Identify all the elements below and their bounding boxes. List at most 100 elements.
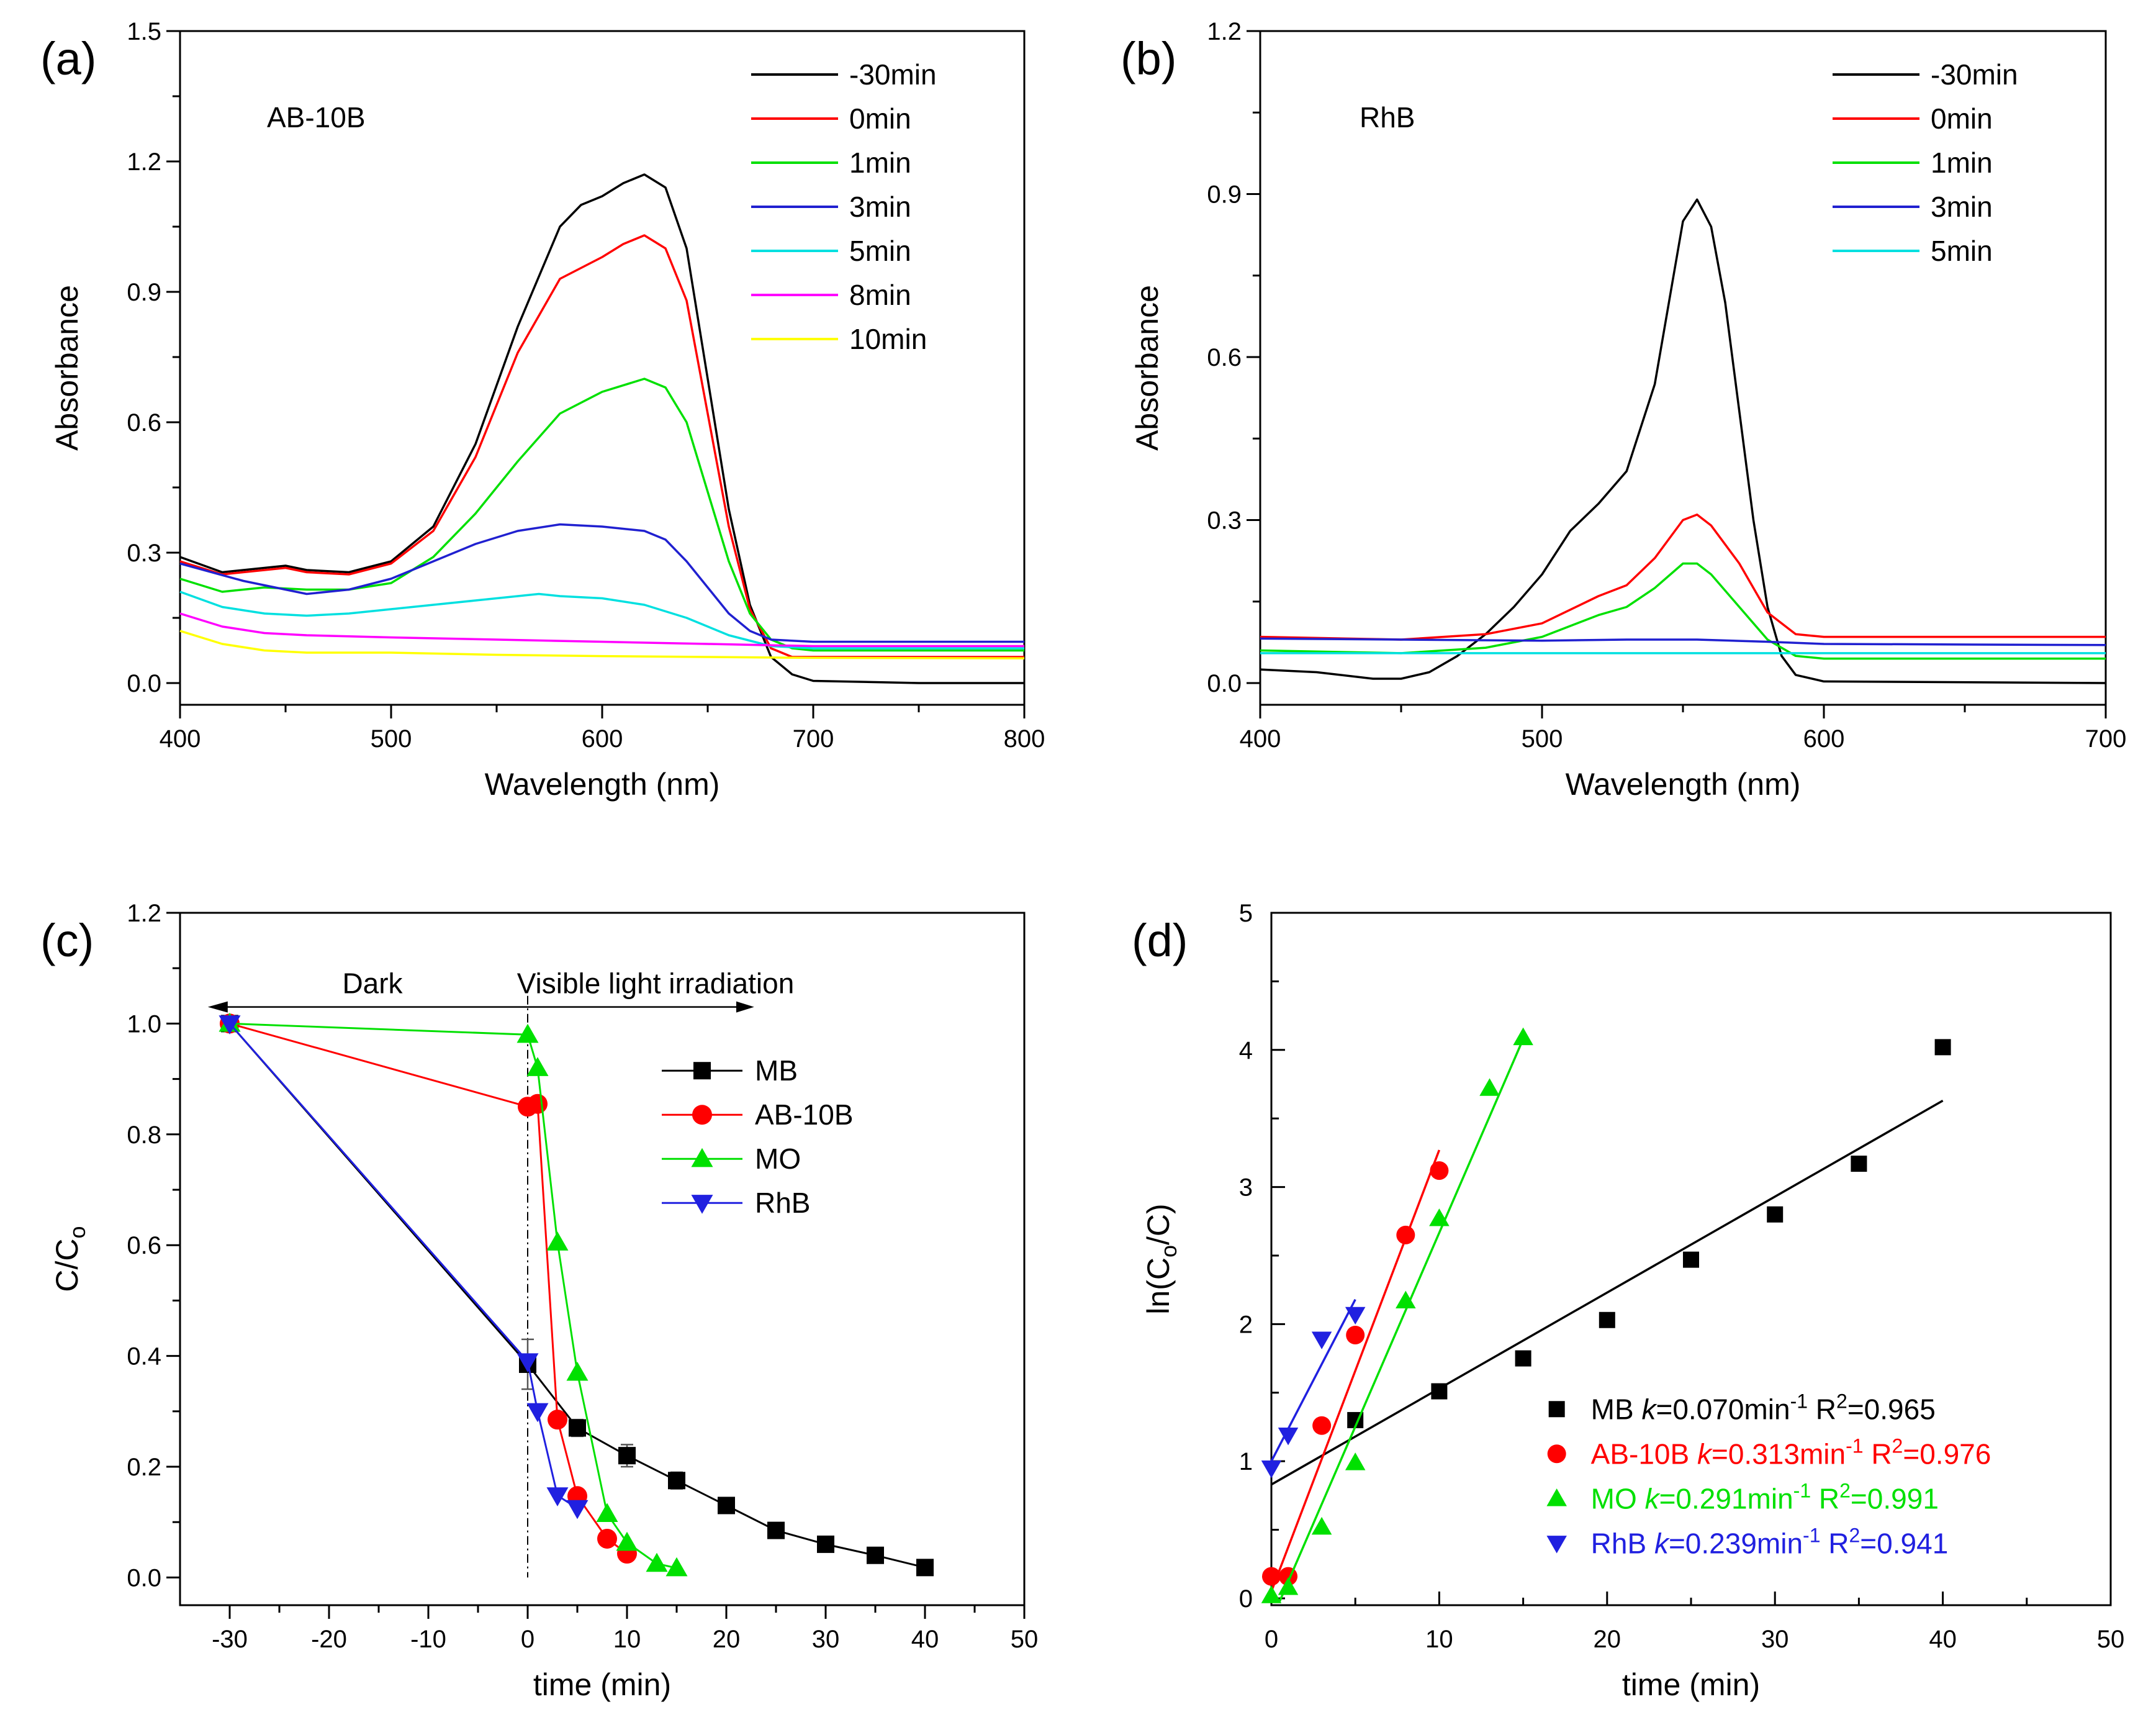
- data-point: [548, 1410, 567, 1430]
- sample-label: AB-10B: [267, 101, 366, 134]
- x-tick-label: -20: [311, 1626, 347, 1653]
- data-point: [1851, 1156, 1867, 1172]
- data-point: [546, 1231, 569, 1251]
- data-point: [767, 1521, 785, 1539]
- legend-label: -30min: [849, 58, 937, 91]
- data-point: [916, 1559, 934, 1577]
- legend-label: 5min: [1931, 235, 1993, 267]
- legend-label: 1min: [1931, 147, 1993, 179]
- y-tick-label: 5: [1239, 900, 1253, 927]
- x-axis-label: time (min): [1622, 1667, 1760, 1702]
- data-point: [1261, 1585, 1282, 1603]
- y-tick-label: 0.2: [127, 1454, 161, 1481]
- data-point: [616, 1531, 638, 1551]
- series-RhB: [219, 1015, 589, 1519]
- y-tick-label: 0.4: [127, 1343, 161, 1370]
- y-tick-label: 0.3: [127, 540, 161, 567]
- x-tick-label: 600: [1803, 725, 1845, 753]
- fit-line: [1271, 1099, 1944, 1486]
- data-point: [1934, 1039, 1951, 1056]
- data-point: [566, 1500, 589, 1519]
- x-tick-label: 400: [160, 725, 201, 753]
- x-tick-label: 40: [911, 1626, 939, 1653]
- legend-label: 5min: [849, 235, 911, 267]
- series-d: MB k=0.070min-1 R2=0.965 AB-10B k=0.313mi…: [1261, 1027, 1991, 1603]
- data-point: [618, 1447, 636, 1465]
- x-tick-label: 20: [1594, 1626, 1622, 1653]
- series-c: Dark Visible light irradiation MB AB-10B MO R…: [207, 967, 934, 1578]
- x-tick-label: 700: [2085, 725, 2127, 753]
- data-point: [1396, 1290, 1416, 1309]
- data-point: [1599, 1311, 1615, 1328]
- plot-frame-b: 400 500 600 700 0.0 0.3 0.6 0.9 1.2 Wavelength (n…: [1121, 18, 2126, 802]
- legend-label: 3min: [849, 191, 911, 223]
- y-tick-label: 1.0: [127, 1010, 161, 1038]
- y-tick-label: 1.2: [1207, 18, 1242, 45]
- legend-marker: [1546, 1536, 1567, 1554]
- x-tick-label: 50: [2097, 1626, 2125, 1653]
- legend-label: MO k=0.291min-1 R2=0.991: [1591, 1479, 1939, 1515]
- arrow-head-right: [736, 1001, 754, 1013]
- data-point: [1311, 1331, 1332, 1349]
- x-tick-label: 700: [793, 725, 834, 753]
- legend-label: AB-10B: [755, 1098, 854, 1131]
- x-tick-label: 30: [812, 1626, 840, 1653]
- series-line: [228, 1023, 578, 1510]
- annotation-light: Visible light irradiation: [517, 967, 795, 1000]
- x-axis-label: Wavelength (nm): [1566, 767, 1801, 802]
- y-tick-label: 3: [1239, 1174, 1253, 1202]
- plot-border: [179, 912, 1026, 1606]
- legend-label: 10min: [849, 323, 927, 355]
- y-tick-label: 1.2: [127, 148, 161, 176]
- panel-label: (c): [40, 915, 94, 966]
- y-tick-label: 0.0: [1207, 670, 1242, 697]
- plot-border: [1259, 30, 2107, 706]
- data-point: [516, 1023, 539, 1043]
- data-point: [526, 1057, 549, 1076]
- data-point: [566, 1361, 589, 1381]
- annotation-dark: Dark: [342, 967, 403, 1000]
- data-point: [665, 1557, 688, 1577]
- legend-label: 0min: [849, 102, 911, 135]
- data-point: [668, 1472, 685, 1490]
- data-point: [1262, 1567, 1281, 1586]
- panel-label: (a): [40, 33, 96, 84]
- y-tick-label: 0.0: [127, 670, 161, 697]
- plot-frame-a: 400 500 600 700 800 0.0 0.3 0.6 0.9 1.2 1.5 Wavelen…: [40, 18, 1045, 802]
- data-point: [596, 1503, 618, 1522]
- data-point: [546, 1487, 569, 1506]
- x-tick-label: 600: [582, 725, 623, 753]
- legend-marker: [1547, 1444, 1566, 1464]
- series-line-1min: [179, 378, 1024, 652]
- plot-border: [1270, 912, 2112, 1606]
- data-point: [219, 1015, 241, 1035]
- legend-label: MB k=0.070min-1 R2=0.965: [1591, 1390, 1936, 1425]
- y-tick-label: 0.9: [127, 279, 161, 306]
- series-line-1min: [1260, 562, 2106, 660]
- data-point: [1767, 1206, 1784, 1223]
- series-line-8min: [179, 612, 1024, 648]
- fit-line: [1278, 1038, 1525, 1602]
- data-point: [528, 1094, 548, 1114]
- y-tick-label: 0.9: [1207, 181, 1242, 209]
- data-point: [646, 1552, 668, 1572]
- series-AB-10B: [1262, 1149, 1449, 1592]
- data-point: [1683, 1251, 1699, 1268]
- series-line: [228, 1023, 926, 1569]
- series-MB: [1271, 1039, 1951, 1486]
- x-tick-label: 40: [1929, 1626, 1957, 1653]
- x-tick-label: 20: [713, 1626, 741, 1653]
- x-tick-label: 400: [1240, 725, 1281, 753]
- y-tick-label: 4: [1239, 1037, 1253, 1064]
- series-line-3min: [1260, 637, 2106, 646]
- y-tick-label: 0.6: [127, 409, 161, 437]
- series-line: [229, 1022, 628, 1555]
- series-RhB: [1261, 1298, 1366, 1479]
- data-point: [867, 1546, 884, 1564]
- x-axis-label: time (min): [533, 1667, 671, 1702]
- x-tick-label: 0: [1265, 1626, 1278, 1653]
- data-point: [1515, 1350, 1531, 1367]
- data-point: [718, 1497, 735, 1515]
- x-tick-label: 10: [613, 1626, 641, 1653]
- y-axis-label: Absorbance: [50, 285, 84, 451]
